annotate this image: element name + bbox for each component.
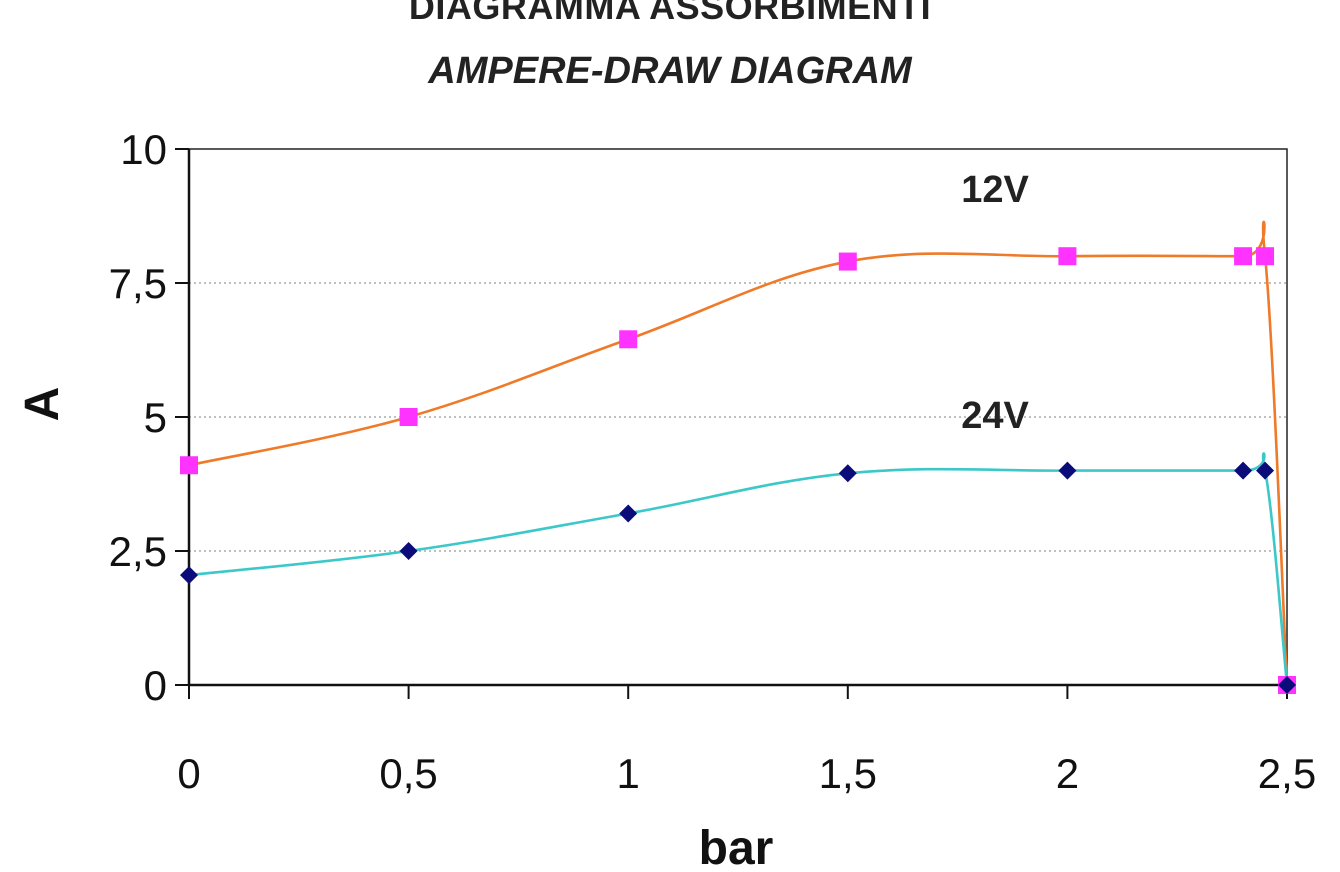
x-tick-label-0: 0 [177, 750, 200, 797]
y-tick-label-1: 2,5 [109, 528, 167, 575]
point-12V-3 [838, 252, 857, 271]
x-axis-label: bar [699, 822, 774, 872]
point-24V-4 [1058, 461, 1077, 480]
series-labels: 12V 24V [961, 169, 1029, 437]
y-axis-ticks: 0 2,5 5 7,5 10 [109, 126, 189, 709]
point-24V-0 [180, 566, 198, 585]
x-tick-label-5: 2,5 [1258, 750, 1316, 797]
x-tick-label-2: 1 [617, 750, 640, 797]
y-tick-label-2: 5 [144, 394, 167, 441]
x-tick-label-1: 0,5 [379, 750, 437, 797]
series-lines [188, 220, 1289, 686]
y-tick-label-0: 0 [144, 662, 167, 709]
grid-lines [189, 282, 1287, 552]
point-12V-2 [619, 330, 638, 349]
point-24V-2 [619, 504, 638, 523]
y-axis-label: A [16, 387, 69, 422]
point-12V-5 [1234, 247, 1253, 266]
point-24V-1 [399, 542, 418, 560]
y-tick-label-3: 7,5 [109, 260, 167, 307]
series-label-12V: 12V [961, 169, 1029, 211]
chart-subtitle: AMPERE-DRAW DIAGRAM [428, 50, 912, 92]
point-12V-6 [1256, 247, 1275, 266]
point-12V-1 [399, 408, 418, 426]
x-axis-ticks: 0 0,5 1 1,5 2 2,5 [177, 685, 1316, 797]
point-24V-7 [1278, 676, 1296, 694]
point-12V-0 [180, 456, 198, 475]
series-markers [180, 247, 1296, 694]
point-24V-3 [838, 464, 857, 483]
x-tick-label-4: 2 [1056, 750, 1079, 797]
series-line-24V [188, 452, 1289, 686]
y-tick-label-4: 10 [120, 126, 167, 173]
x-tick-label-3: 1,5 [819, 750, 877, 797]
point-12V-4 [1058, 247, 1077, 266]
series-label-24V: 24V [961, 395, 1029, 437]
plot-area [187, 148, 1288, 687]
plot-border [188, 148, 1288, 686]
point-24V-5 [1234, 461, 1253, 480]
chart-title: DIAGRAMMA ASSORBIMENTI [408, 0, 932, 27]
point-24V-6 [1256, 461, 1275, 480]
series-line-12V [188, 220, 1289, 686]
